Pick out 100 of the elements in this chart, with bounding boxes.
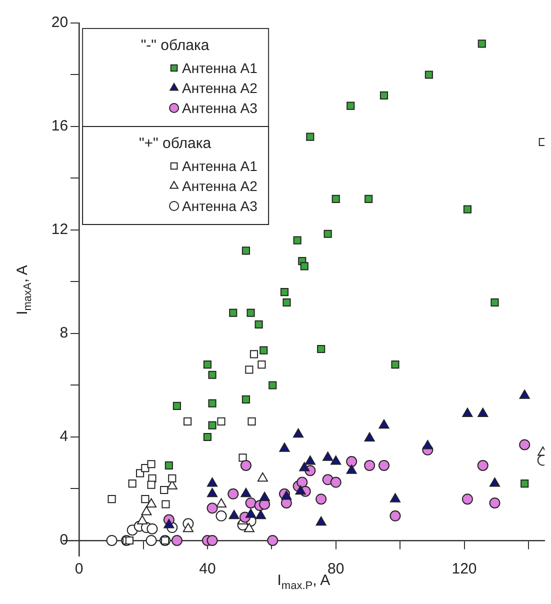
- point: [519, 439, 530, 450]
- point: [216, 498, 227, 508]
- x-tick-label: 0: [74, 560, 84, 578]
- point: [463, 205, 472, 214]
- point: [206, 534, 218, 546]
- point: [168, 474, 176, 482]
- point: [293, 236, 302, 244]
- point: [184, 417, 192, 426]
- point: [125, 536, 134, 545]
- point: [217, 417, 226, 426]
- point: [282, 298, 291, 306]
- point: [267, 534, 278, 546]
- point: [246, 508, 256, 518]
- point: [207, 478, 218, 487]
- point: [280, 288, 289, 296]
- y-tick-label: 20: [51, 14, 68, 32]
- point: [245, 497, 256, 508]
- point: [244, 522, 254, 532]
- point: [171, 534, 182, 546]
- point: [238, 454, 247, 462]
- point: [462, 494, 473, 505]
- point: [489, 497, 500, 508]
- point: [364, 432, 375, 442]
- point: [259, 492, 270, 502]
- point: [246, 308, 255, 317]
- x-tick-label: 40: [199, 560, 216, 578]
- point: [203, 360, 212, 369]
- point: [258, 360, 266, 369]
- legend-label: Антенна А1: [182, 60, 258, 76]
- point: [330, 456, 342, 465]
- point: [141, 495, 150, 504]
- y-tick-label: 4: [60, 428, 68, 446]
- point: [164, 518, 174, 528]
- point: [316, 516, 326, 526]
- point: [208, 421, 216, 430]
- point: [162, 500, 170, 508]
- point: [208, 370, 216, 379]
- y-tick-label: 16: [51, 118, 68, 135]
- point: [390, 493, 400, 502]
- point: [245, 366, 254, 374]
- point: [422, 440, 433, 450]
- legend-label: Антенна А3: [182, 198, 258, 214]
- point: [207, 488, 218, 498]
- point: [378, 460, 390, 471]
- point: [216, 510, 227, 522]
- x-tick-label: 120: [452, 560, 477, 578]
- point: [248, 417, 256, 426]
- legend-label: Антенна А3: [182, 100, 258, 116]
- point: [229, 308, 238, 317]
- point: [378, 419, 390, 429]
- point: [108, 495, 116, 504]
- point: [299, 462, 310, 472]
- point: [295, 485, 306, 495]
- point: [478, 408, 488, 417]
- point: [424, 70, 433, 79]
- point: [242, 395, 250, 404]
- point: [462, 408, 473, 417]
- point: [304, 456, 316, 465]
- point: [296, 476, 308, 488]
- point: [254, 320, 263, 328]
- point: [228, 510, 240, 520]
- point: [182, 522, 194, 532]
- point: [146, 534, 157, 546]
- point: [490, 298, 499, 306]
- point: [346, 456, 358, 468]
- point: [147, 480, 156, 489]
- point: [477, 460, 488, 471]
- point: [268, 381, 277, 390]
- point: [519, 390, 530, 399]
- point: [324, 230, 332, 238]
- legend-label: Антенна А1: [182, 158, 258, 174]
- point: [164, 461, 173, 470]
- point: [128, 480, 136, 488]
- point: [228, 488, 239, 500]
- point: [106, 534, 118, 546]
- point: [364, 460, 376, 471]
- x-tick-label: 80: [328, 560, 344, 578]
- point: [255, 510, 266, 520]
- point: [240, 488, 252, 498]
- point: [279, 442, 290, 452]
- point: [391, 360, 400, 369]
- legend-label: Антенна А2: [182, 178, 258, 194]
- legend-label: Антенна А2: [182, 80, 258, 96]
- point: [300, 262, 308, 270]
- point: [137, 515, 148, 524]
- point: [203, 432, 212, 442]
- point: [330, 476, 342, 488]
- point: [240, 460, 252, 471]
- point: [141, 506, 152, 516]
- point: [306, 132, 314, 141]
- point: [332, 194, 340, 203]
- point: [146, 523, 158, 534]
- point: [346, 102, 355, 110]
- point: [206, 502, 218, 514]
- point: [146, 498, 157, 508]
- point: [346, 464, 357, 474]
- point: [208, 399, 216, 408]
- y-tick-label: 8: [60, 324, 68, 342]
- point: [478, 40, 486, 48]
- point: [317, 344, 326, 354]
